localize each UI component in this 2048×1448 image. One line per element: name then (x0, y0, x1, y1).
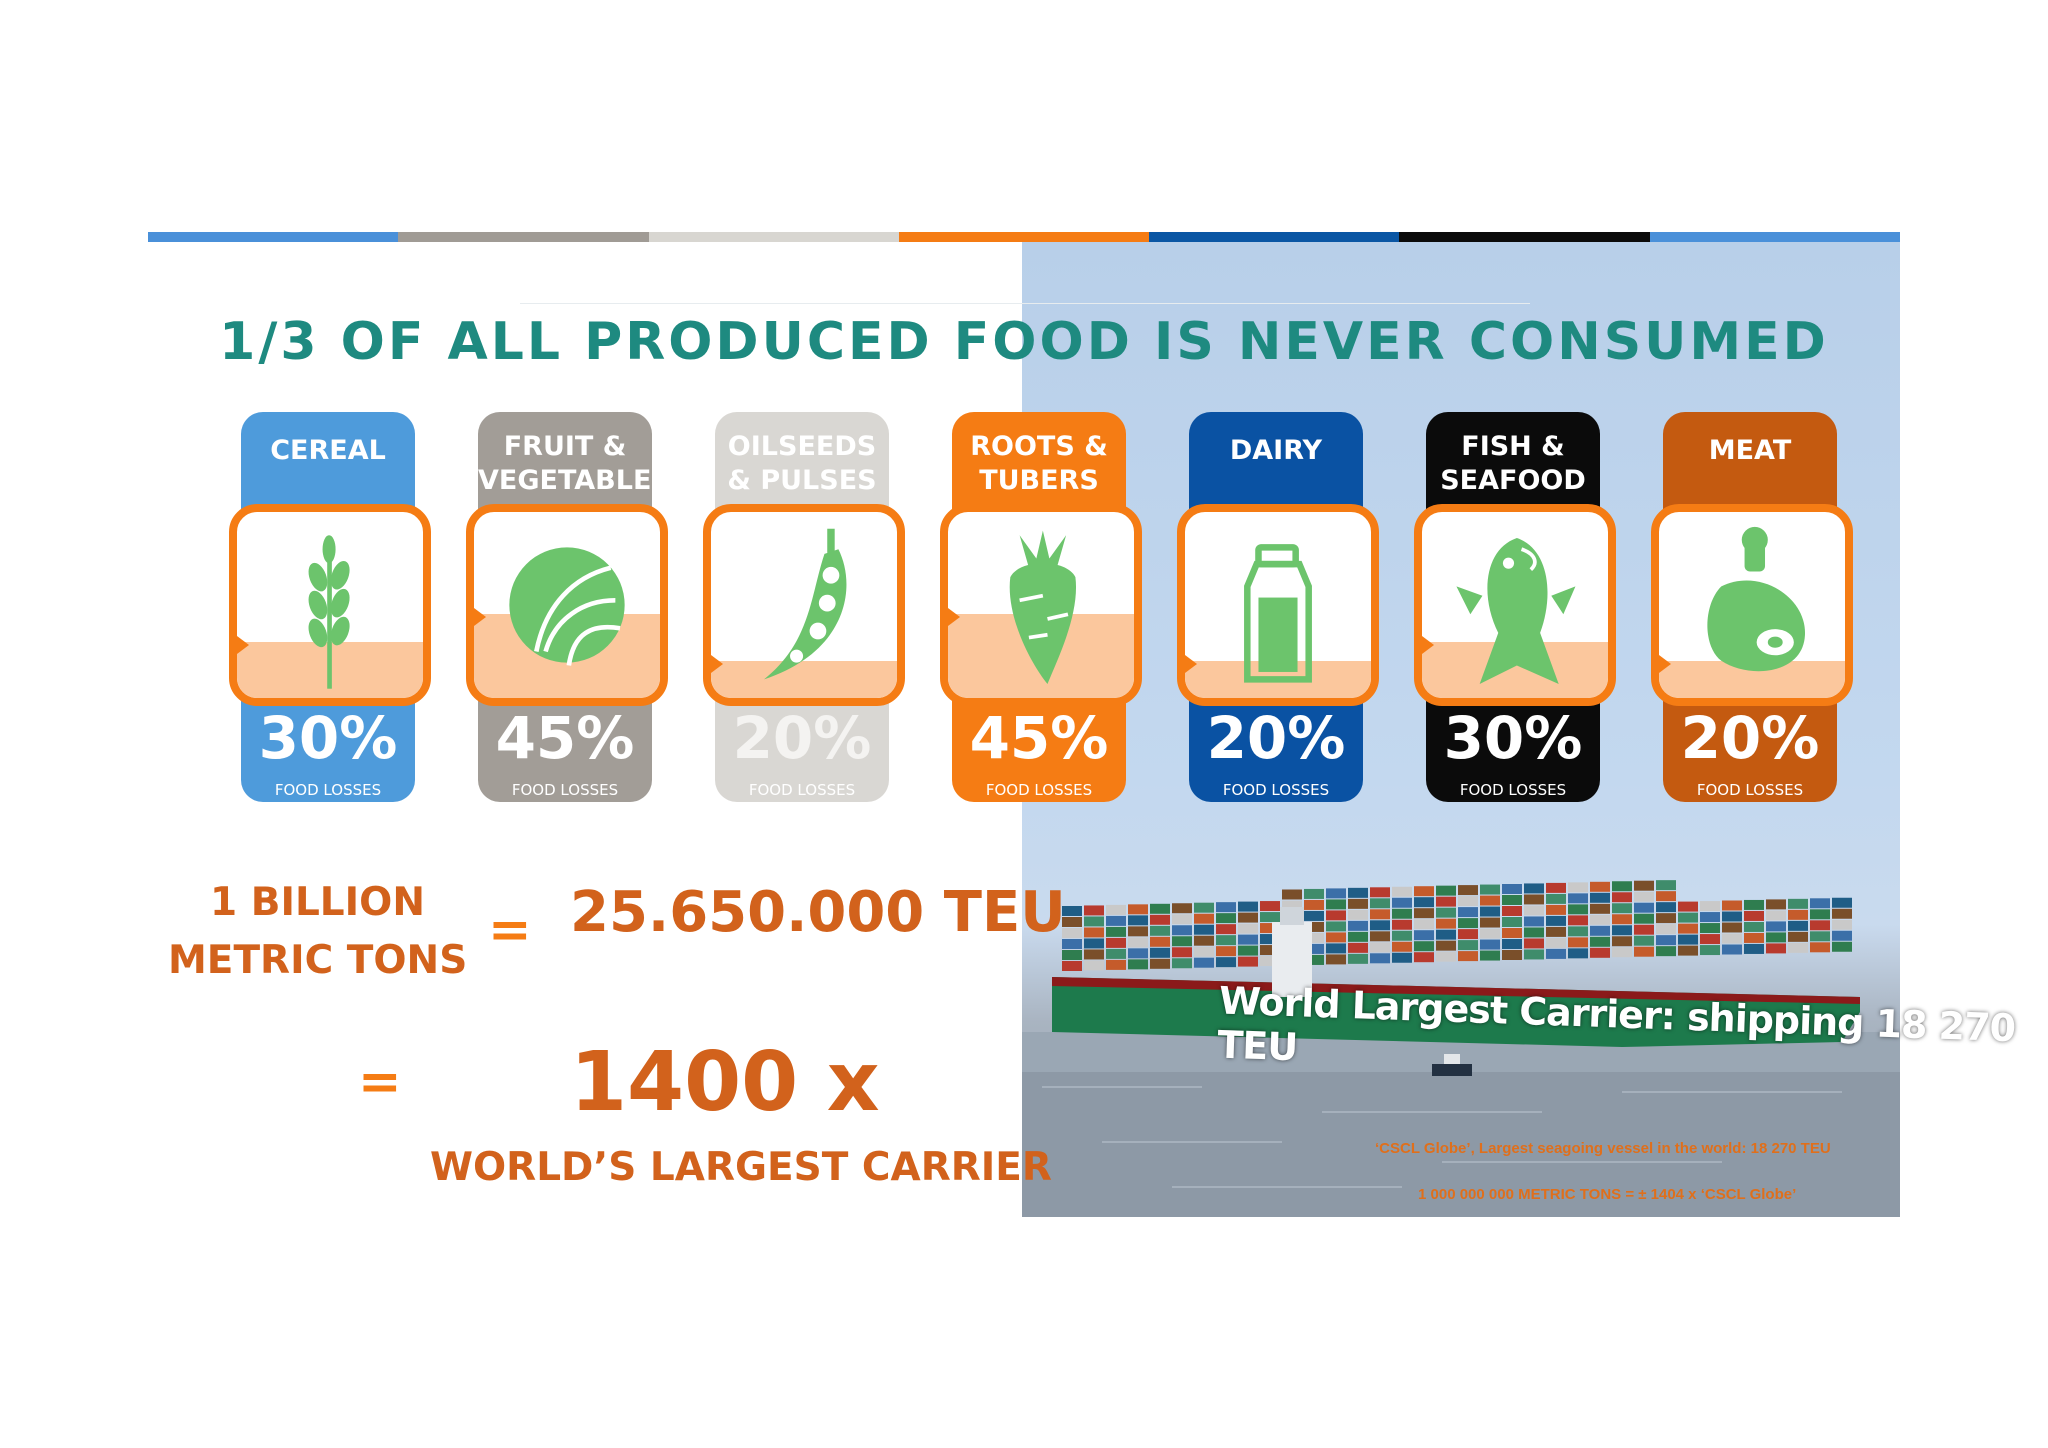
loss-level-marker (711, 654, 723, 673)
category-label-line: SEAFOOD (1440, 465, 1586, 496)
loss-level-fill (711, 660, 897, 698)
loss-level-frame (1414, 504, 1616, 706)
loss-level-marker (948, 608, 960, 627)
category-label-line: MEAT (1708, 435, 1792, 466)
loss-percent: 20% (732, 704, 872, 772)
strip-segment (1649, 232, 1900, 242)
strip-segment (1149, 232, 1400, 242)
category-label-line: DAIRY (1229, 435, 1323, 466)
loss-sublabel: FOOD LOSSES (985, 781, 1093, 799)
loss-level-marker (1422, 636, 1434, 655)
category-label: DAIRY (1189, 434, 1363, 468)
loss-sublabel: FOOD LOSSES (1222, 781, 1330, 799)
title-rule (520, 303, 1530, 304)
category-card: ROOTS & TUBERS 45% FOOD LOSSES (940, 412, 1142, 802)
category-label-line: VEGETABLES (478, 465, 671, 496)
category-label-line: & PULSES (727, 465, 877, 496)
loss-level-frame (940, 504, 1142, 706)
category-label-line: FRUIT & (503, 431, 627, 462)
largest-carrier-label: WORLD’S LARGEST CARRIER (430, 1145, 1052, 1190)
loss-level-marker (1659, 654, 1671, 673)
loss-level-frame (466, 504, 668, 706)
category-label-line: CEREAL (270, 435, 386, 466)
page-title: 1/3 OF ALL PRODUCED FOOD IS NEVER CONSUM… (219, 312, 1829, 372)
ham-icon (1707, 526, 1806, 672)
category-label: CEREAL (241, 434, 415, 468)
loss-sublabel: FOOD LOSSES (748, 781, 856, 799)
category-label-line: OILSEEDS (727, 431, 877, 462)
category-label: MEAT (1663, 434, 1837, 468)
multiplier-value: 1400 x (570, 1035, 880, 1130)
category-card: FISH & SEAFOOD 30% FOOD LOSSES (1414, 412, 1616, 802)
loss-level-frame (229, 504, 431, 706)
tons-line-2: METRIC TONS (168, 938, 468, 983)
category-label-line: ROOTS & (970, 431, 1108, 462)
category-label: FISH & SEAFOOD (1426, 430, 1600, 498)
category-label: ROOTS & TUBERS (952, 430, 1126, 498)
ship-caption-2: 1 000 000 000 METRIC TONS = ± 1404 x ‘CS… (1418, 1186, 1797, 1203)
loss-sublabel: FOOD LOSSES (274, 781, 382, 799)
loss-percent: 20% (1206, 704, 1346, 772)
strip-segment (1399, 232, 1650, 242)
milk-bottle-icon (1244, 544, 1312, 683)
category-card: MEAT 20% FOOD LOSSES (1651, 412, 1853, 802)
loss-level-frame (703, 504, 905, 706)
wheat-icon (308, 535, 350, 689)
strip-segment (398, 232, 649, 242)
category-label: OILSEEDS & PULSES (715, 430, 889, 498)
loss-level-marker (474, 608, 486, 627)
category-card: CEREAL 30% FOOD LOSSES (229, 412, 431, 802)
color-strip (148, 232, 1900, 242)
category-label-line: TUBERS (979, 465, 1099, 496)
lettuce-icon (509, 547, 625, 666)
category-card: FRUIT & VEGETABLES 45% FOOD LOSSES (466, 412, 671, 802)
loss-percent: 30% (1443, 704, 1583, 772)
tons-line-1: 1 BILLION (210, 880, 425, 925)
strip-segment (898, 232, 1150, 242)
container-ship-illustration (1022, 880, 1900, 1217)
loss-level-frame (1651, 504, 1853, 706)
category-cards: CEREAL 30% FOOD LOSSES FRUIT & VEGETABLES 4… (0, 412, 2048, 812)
strip-segment (648, 232, 899, 242)
loss-percent: 45% (969, 704, 1109, 772)
pea-pod-icon (764, 528, 847, 680)
category-label: FRUIT & VEGETABLES (478, 430, 671, 498)
loss-sublabel: FOOD LOSSES (1696, 781, 1804, 799)
loss-percent: 30% (258, 704, 398, 772)
category-label-line: FISH & (1461, 431, 1565, 462)
equals-sign-2: = (358, 1052, 402, 1112)
loss-sublabel: FOOD LOSSES (511, 781, 619, 799)
ship-caption-1: ‘CSCL Globe’, Largest seagoing vessel in… (1375, 1140, 1831, 1157)
category-card: DAIRY 20% FOOD LOSSES (1177, 412, 1379, 802)
fish-icon (1456, 538, 1576, 685)
loss-level-marker (1185, 654, 1197, 673)
loss-level-frame (1177, 504, 1379, 706)
teu-value: 25.650.000 TEU (570, 880, 1066, 945)
carrot-icon (1009, 530, 1077, 685)
loss-sublabel: FOOD LOSSES (1459, 781, 1567, 799)
loss-percent: 20% (1680, 704, 1820, 772)
category-card: OILSEEDS & PULSES 20% FOOD LOSSES (703, 412, 905, 802)
loss-percent: 45% (495, 704, 635, 772)
strip-segment (148, 232, 399, 242)
loss-level-marker (237, 636, 249, 655)
equals-sign-1: = (488, 900, 532, 960)
